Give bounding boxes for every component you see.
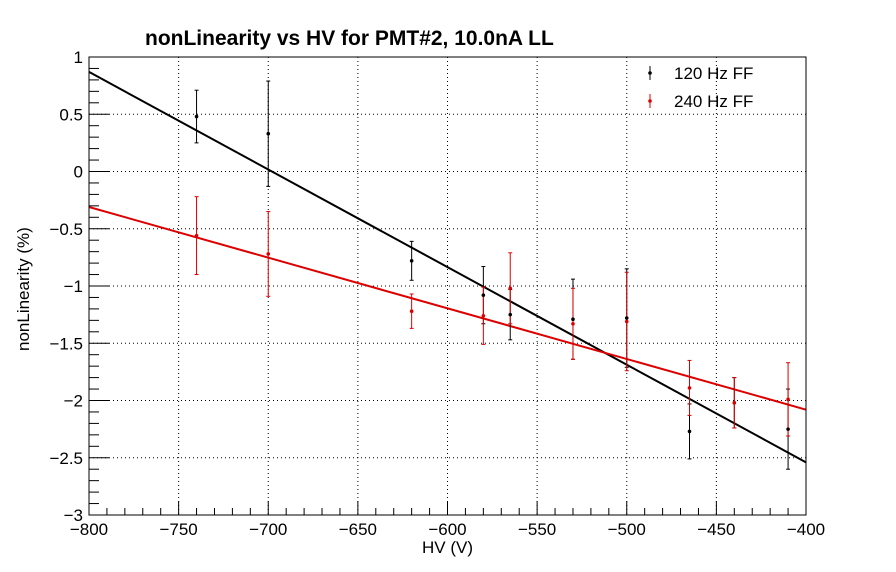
y-tick-label: −0.5	[49, 220, 83, 239]
legend-label: 240 Hz FF	[674, 92, 753, 111]
x-tick-label: −550	[518, 520, 556, 539]
y-tick-label: 1	[74, 48, 83, 67]
x-axis-label: HV (V)	[422, 538, 473, 557]
x-tick-label: −600	[428, 520, 466, 539]
y-tick-label: 0	[74, 163, 83, 182]
data-point	[732, 400, 737, 405]
data-point	[786, 397, 790, 402]
tick-labels: −800 −750 −700 −650 −600 −550 −500 −450 −400 −3 −2…	[49, 48, 825, 539]
data-point	[571, 321, 575, 326]
y-tick-label: −2	[64, 392, 83, 411]
data-point	[194, 114, 199, 119]
data-point	[687, 386, 692, 390]
data-point	[508, 286, 513, 291]
x-tick-label: −500	[608, 520, 646, 539]
data-point	[266, 131, 271, 136]
fit-line	[88, 206, 807, 411]
fit-lines	[88, 71, 807, 464]
y-tick-label: 0.5	[59, 105, 83, 124]
y-tick-label: −2.5	[49, 449, 83, 468]
x-tick-label: −400	[787, 520, 825, 539]
x-tick-label: −800	[70, 520, 108, 539]
legend-label: 120 Hz FF	[674, 64, 753, 83]
axis-ticks	[88, 56, 807, 516]
data-point	[409, 309, 414, 313]
x-tick-label: −650	[339, 520, 377, 539]
data-point	[571, 317, 575, 322]
legend: 120 Hz FF 240 Hz FF	[648, 64, 753, 111]
data-point	[266, 252, 271, 256]
y-tick-label: −3	[64, 506, 83, 525]
data-points	[194, 114, 790, 434]
data-point	[786, 427, 790, 431]
chart-title: nonLinearity vs HV for PMT#2, 10.0nA LL	[145, 27, 554, 50]
fit-line	[88, 71, 807, 464]
data-point	[481, 313, 486, 318]
data-point	[409, 259, 414, 263]
y-axis-label: nonLinearity (%)	[14, 227, 33, 351]
x-tick-label: −700	[249, 520, 287, 539]
legend-marker	[648, 99, 652, 103]
data-point	[194, 233, 199, 238]
data-point	[624, 319, 629, 324]
data-point	[624, 316, 629, 320]
data-point	[687, 429, 692, 434]
x-tick-label: −750	[159, 520, 197, 539]
y-tick-label: −1	[64, 277, 83, 296]
data-point	[481, 293, 486, 297]
x-tick-label: −450	[697, 520, 735, 539]
y-tick-label: −1.5	[49, 334, 83, 353]
legend-marker	[648, 71, 652, 75]
data-point	[508, 312, 513, 317]
